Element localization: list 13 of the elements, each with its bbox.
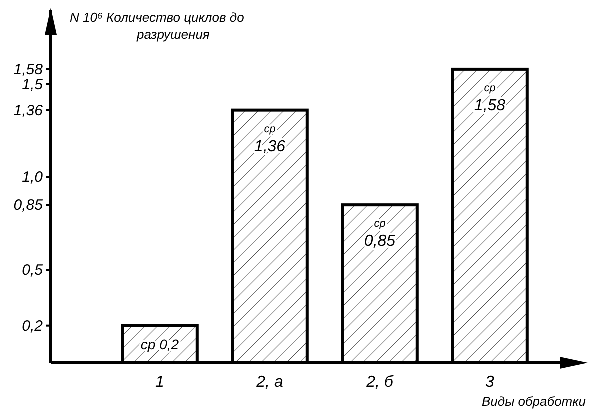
x-axis-title: Виды обработки (482, 394, 586, 409)
x-tick-label: 1 (156, 374, 164, 391)
y-tick-label: 1,58 (14, 61, 44, 78)
y-tick-label: 1,5 (22, 76, 44, 94)
x-tick-label: 2, б (366, 374, 394, 391)
x-tick-label: 2, a (256, 374, 284, 391)
y-tick-label: 0,85 (14, 197, 44, 214)
y-tick-label: 1,36 (14, 102, 44, 120)
y-tick-label: 1,0 (22, 169, 44, 186)
x-tick-label: 3 (486, 374, 495, 391)
y-tick-label: 0,2 (22, 318, 44, 335)
y-axis-title: N 10⁶ Количество циклов до разрушения (70, 10, 244, 42)
y-tick-label: 0,5 (22, 262, 44, 280)
